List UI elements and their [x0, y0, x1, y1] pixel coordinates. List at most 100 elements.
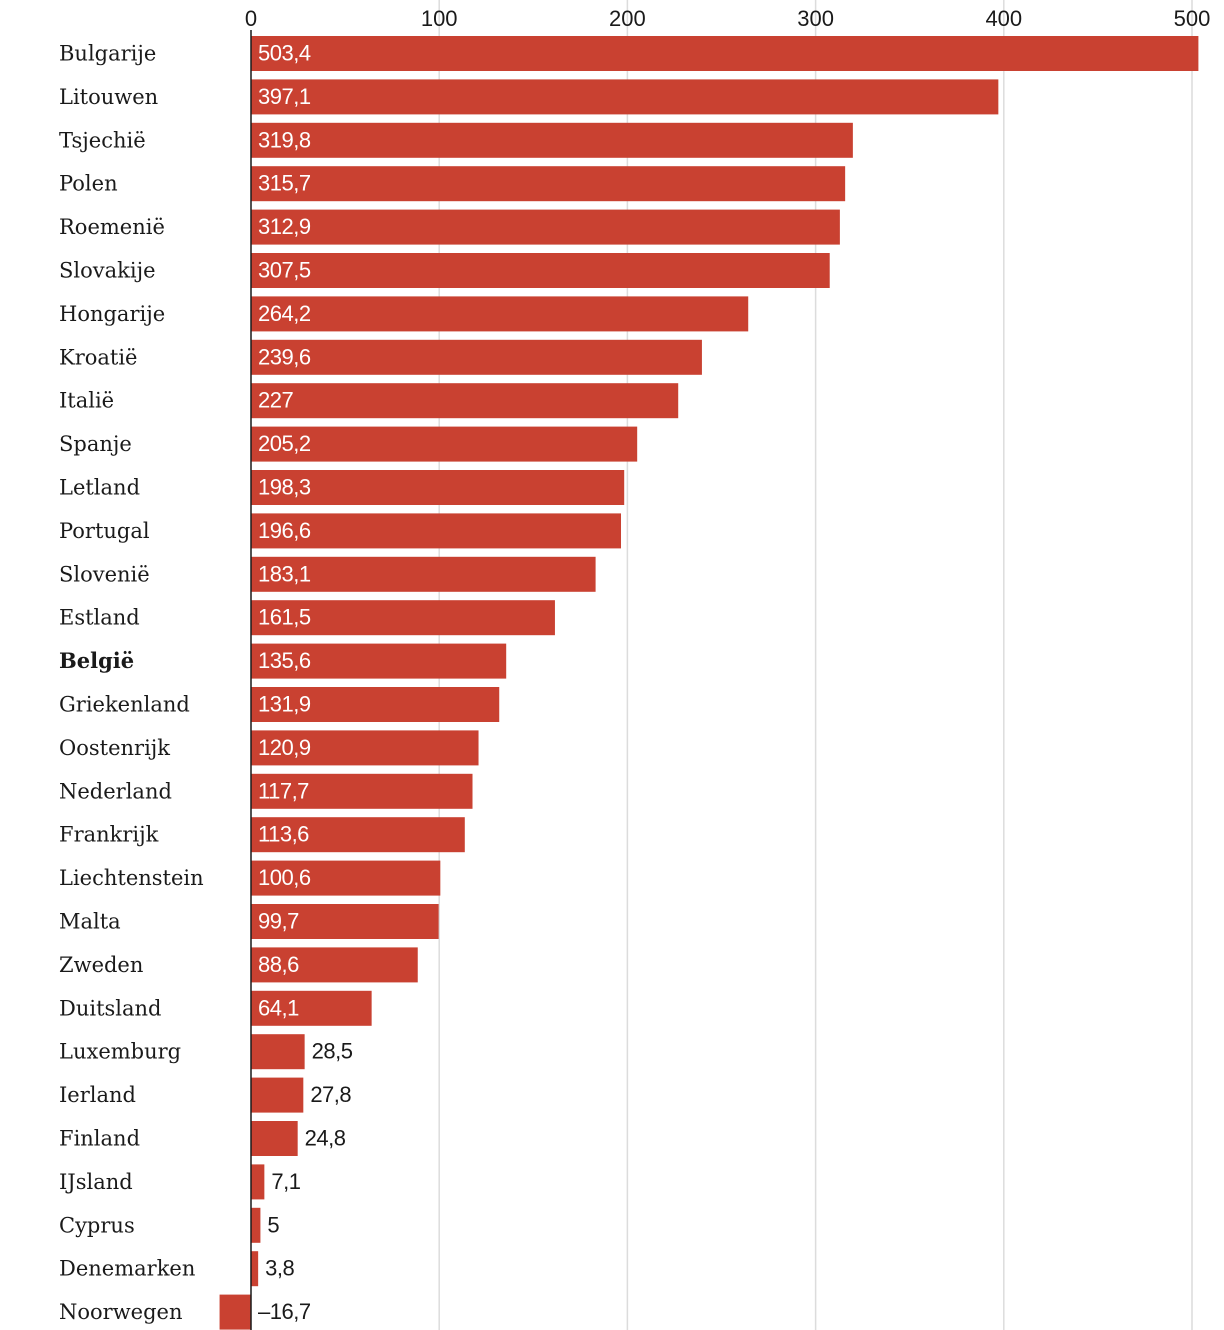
- data-label: 161,5: [258, 605, 311, 630]
- category-label: Estland: [59, 606, 140, 630]
- data-label: 183,1: [258, 561, 311, 586]
- category-label: Polen: [59, 172, 118, 196]
- data-label: 28,5: [312, 1039, 353, 1064]
- data-label: 88,6: [258, 952, 299, 977]
- bar: [251, 426, 638, 462]
- category-labels: Bulgarije Litouwen Tsjechië Polen Roemenië Sl…: [59, 42, 204, 1325]
- bars: [219, 36, 1199, 1330]
- category-label: Slovenië: [59, 562, 150, 586]
- data-label: 100,6: [258, 865, 311, 890]
- bar: [219, 1294, 251, 1330]
- data-label: 5: [267, 1212, 279, 1237]
- bar: [251, 860, 441, 896]
- category-label: Slovakije: [59, 259, 156, 283]
- data-label: 131,9: [258, 692, 311, 717]
- data-label: 239,6: [258, 344, 311, 369]
- bar: [251, 253, 830, 288]
- data-label: 113,6: [258, 822, 309, 847]
- data-label: 198,3: [258, 475, 311, 500]
- category-label: Oostenrijk: [59, 736, 170, 760]
- data-label: 135,6: [258, 648, 311, 673]
- data-label: 7,1: [271, 1169, 300, 1194]
- category-label: Hongarije: [59, 302, 165, 326]
- category-label: Roemenië: [59, 215, 165, 239]
- data-label: 227: [258, 388, 293, 413]
- category-label: Kroatië: [59, 345, 137, 369]
- data-label: 196,6: [258, 518, 311, 543]
- category-label: Zweden: [59, 953, 143, 977]
- category-label: Ierland: [59, 1083, 136, 1107]
- category-label: Duitsland: [59, 996, 162, 1020]
- category-label: Letland: [59, 476, 140, 500]
- data-label: 27,8: [310, 1082, 351, 1107]
- bar: [251, 904, 439, 939]
- data-label: 99,7: [258, 909, 299, 934]
- x-tick-label: 200: [609, 6, 646, 31]
- data-label: 24,8: [305, 1126, 346, 1151]
- category-label: Noorwegen: [59, 1300, 183, 1324]
- category-label: Finland: [59, 1127, 140, 1151]
- bar: [251, 1164, 265, 1200]
- bar: [251, 643, 507, 679]
- category-label: Portugal: [59, 519, 150, 543]
- data-label: 264,2: [258, 301, 311, 326]
- category-label: Frankrijk: [59, 823, 159, 847]
- x-tick-label: 100: [421, 6, 458, 31]
- x-tick-label: 500: [1174, 6, 1211, 31]
- data-label: 307,5: [258, 258, 311, 283]
- bar: [251, 470, 625, 505]
- bar: [251, 383, 679, 419]
- data-label: 312,9: [258, 214, 311, 239]
- bar: [251, 296, 749, 332]
- bar: [251, 1207, 261, 1243]
- category-label: Nederland: [59, 779, 172, 803]
- category-label: Denemarken: [59, 1257, 195, 1281]
- x-tick-label: 400: [985, 6, 1022, 31]
- category-label: Liechtenstein: [59, 866, 204, 890]
- bar: [251, 773, 473, 809]
- category-label: IJsland: [59, 1170, 133, 1194]
- category-label: Malta: [59, 910, 121, 934]
- bar: [251, 600, 555, 636]
- data-label: 319,8: [258, 127, 311, 152]
- bar: [251, 1077, 304, 1113]
- bar: [251, 1121, 298, 1156]
- x-tick-label: 300: [797, 6, 834, 31]
- bar: [251, 1034, 305, 1070]
- category-label: Tsjechië: [59, 128, 146, 152]
- bar: [251, 687, 500, 722]
- bar: [251, 947, 418, 983]
- bar: [251, 339, 702, 375]
- category-label: België: [59, 648, 134, 673]
- data-label: 205,2: [258, 431, 311, 456]
- value-labels: 503,4 397,1 319,8 315,7 312,9 307,5 264,2 239,6…: [258, 41, 353, 1325]
- bar: [251, 36, 1199, 71]
- x-tick-label: 0: [245, 6, 257, 31]
- category-label: Cyprus: [59, 1213, 135, 1237]
- bar: [251, 513, 622, 549]
- bar: [251, 990, 372, 1026]
- data-label: 397,1: [258, 84, 311, 109]
- bar: [251, 556, 596, 592]
- bar: [251, 817, 465, 853]
- data-label: 120,9: [258, 735, 311, 760]
- bar: [251, 122, 853, 158]
- category-label: Luxemburg: [59, 1040, 181, 1064]
- bar: [251, 166, 846, 202]
- category-label: Spanje: [59, 432, 132, 456]
- x-axis-ticks: 0 100 200 300 400 500: [245, 6, 1210, 31]
- category-label: Litouwen: [59, 85, 158, 109]
- data-label: 503,4: [258, 41, 311, 66]
- bar: [251, 1251, 259, 1287]
- bar: [251, 730, 479, 766]
- bar: [251, 79, 999, 115]
- data-label: 117,7: [258, 778, 309, 803]
- data-label: –16,7: [258, 1299, 311, 1324]
- category-label: Bulgarije: [59, 42, 156, 66]
- bar: [251, 209, 840, 245]
- data-label: 64,1: [258, 995, 299, 1020]
- category-label: Griekenland: [59, 693, 190, 717]
- category-label: Italië: [59, 389, 114, 413]
- data-label: 315,7: [258, 171, 311, 196]
